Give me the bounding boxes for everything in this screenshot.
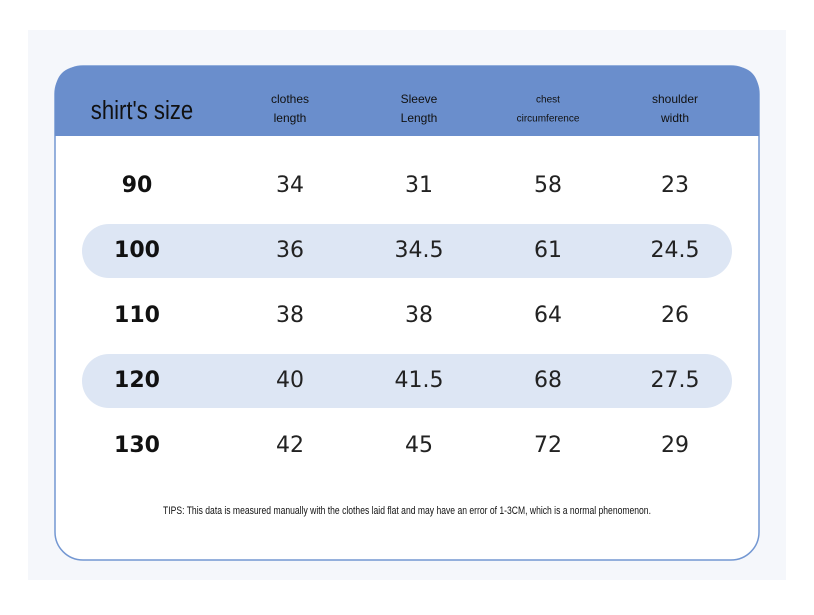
- size-cell: 130: [114, 433, 160, 458]
- tips: TIPS: This data is measured manually wit…: [163, 505, 651, 517]
- column-header: Sleeve: [401, 92, 438, 106]
- value-cell: 58: [534, 173, 562, 198]
- value-cell: 29: [661, 433, 689, 458]
- column-header: length: [274, 111, 307, 125]
- value-cell: 23: [661, 173, 689, 198]
- value-cell: 31: [405, 173, 433, 198]
- column-header: circumference: [517, 114, 580, 125]
- value-cell: 24.5: [651, 238, 700, 263]
- value-cell: 27.5: [651, 368, 700, 393]
- value-cell: 34: [276, 173, 304, 198]
- row-stripe: [82, 354, 732, 408]
- value-cell: 38: [405, 303, 433, 328]
- value-cell: 68: [534, 368, 562, 393]
- column-header: chest: [536, 95, 560, 106]
- size-cell: 100: [114, 238, 160, 263]
- size-cell: 120: [114, 368, 160, 393]
- value-cell: 61: [534, 238, 562, 263]
- value-cell: 45: [405, 433, 433, 458]
- column-header: Length: [401, 111, 438, 125]
- header-band: [55, 66, 759, 136]
- size-cell: 90: [122, 173, 153, 198]
- value-cell: 34.5: [395, 238, 444, 263]
- value-cell: 36: [276, 238, 304, 263]
- value-cell: 26: [661, 303, 689, 328]
- value-cell: 40: [276, 368, 304, 393]
- header-title: shirt's size: [91, 96, 193, 125]
- column-header: clothes: [271, 92, 309, 106]
- column-header: width: [660, 111, 689, 125]
- column-header: shoulder: [652, 92, 698, 106]
- row-stripe: [82, 224, 732, 278]
- value-cell: 38: [276, 303, 304, 328]
- value-cell: 42: [276, 433, 304, 458]
- size-cell: 110: [114, 303, 160, 328]
- value-cell: 41.5: [395, 368, 444, 393]
- value-cell: 64: [534, 303, 562, 328]
- value-cell: 72: [534, 433, 562, 458]
